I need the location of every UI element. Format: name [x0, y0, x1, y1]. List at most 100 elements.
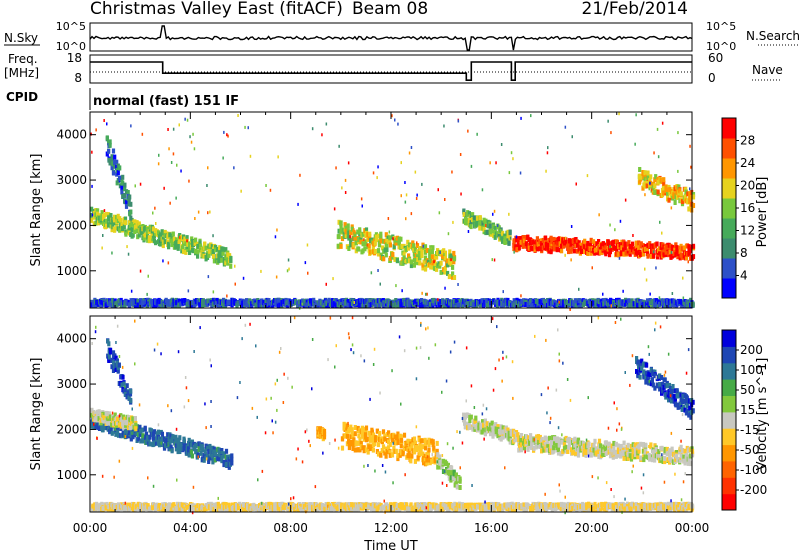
echo-cell [144, 434, 148, 440]
noise-speck [520, 294, 522, 298]
echo-cell [133, 219, 137, 225]
echo-cell [218, 448, 222, 454]
echo-cell [373, 441, 377, 447]
echo-cell [524, 439, 528, 445]
echo-cell [230, 453, 234, 459]
echo-cell [235, 303, 239, 308]
echo-cell [180, 245, 184, 251]
echo-cell [129, 398, 133, 404]
echo-cell [118, 165, 122, 171]
noise-speck [614, 228, 616, 232]
echo-cell [670, 398, 674, 404]
noise-speck [452, 220, 454, 224]
echo-cell [452, 471, 456, 477]
noise-speck [564, 253, 566, 257]
noise-speck [618, 256, 621, 260]
echo-cell [116, 170, 120, 176]
echo-cell [512, 238, 516, 244]
y-tick-label: 2000 [56, 218, 87, 232]
echo-cell [423, 266, 428, 272]
echo-cell [602, 298, 606, 304]
echo-cell [638, 167, 642, 172]
echo-cell [178, 233, 182, 238]
echo-cell [368, 437, 372, 443]
echo-cell [110, 165, 114, 171]
echo-cell [593, 438, 597, 444]
echo-cell [373, 240, 377, 246]
noise-speck [656, 127, 659, 131]
echo-cell [438, 460, 442, 466]
echo-cell [351, 433, 355, 439]
echo-cell [187, 446, 191, 452]
echo-cell [415, 253, 420, 259]
echo-cell [208, 455, 212, 461]
echo-cell [656, 189, 660, 195]
echo-cell [676, 251, 680, 256]
noise-speck [635, 113, 637, 117]
noise-speck [564, 125, 567, 129]
echo-cell [568, 440, 572, 446]
echo-cell [411, 440, 415, 446]
noise-speck [274, 235, 277, 239]
echo-cell [359, 441, 363, 446]
echo-cell [691, 243, 696, 249]
echo-cell [655, 254, 660, 260]
echo-cell [177, 442, 181, 448]
echo-cell [208, 443, 212, 449]
echo-cell [535, 246, 539, 252]
echo-cell [353, 236, 357, 242]
echo-cell [658, 250, 662, 256]
echo-cell [90, 212, 94, 218]
noise-speck [176, 163, 178, 167]
noise-speck [652, 250, 655, 254]
noise-speck [287, 258, 290, 262]
echo-cell [604, 440, 608, 446]
echo-cell [573, 436, 577, 442]
echo-cell [410, 443, 414, 449]
echo-cell [644, 448, 648, 454]
echo-cell [212, 258, 216, 264]
echo-cell [663, 459, 667, 465]
echo-cell [139, 438, 143, 444]
noise-speck [333, 207, 336, 211]
echo-cell [622, 251, 626, 257]
noise-speck [397, 122, 399, 126]
echo-cell [552, 448, 556, 453]
echo-cell [349, 434, 353, 440]
echo-cell [515, 300, 519, 306]
echo-cell [347, 246, 351, 251]
noise-speck [644, 267, 646, 271]
echo-cell [531, 298, 535, 304]
echo-cell [524, 434, 528, 440]
echo-cell [612, 440, 616, 446]
echo-cell [260, 299, 264, 305]
echo-cell [452, 275, 457, 280]
noise-speck [347, 161, 350, 165]
echo-cell [363, 431, 368, 437]
echo-cell [478, 215, 482, 221]
noise-speck [155, 222, 157, 225]
echo-cell [201, 300, 205, 306]
echo-cell [422, 259, 426, 265]
noise-speck [130, 289, 133, 293]
echo-cell [643, 183, 647, 189]
echo-cell [155, 436, 159, 442]
echo-cell [156, 429, 160, 435]
echo-cell [123, 186, 127, 192]
echo-cell [337, 219, 341, 225]
echo-cell [659, 242, 663, 248]
echo-cell [123, 387, 127, 393]
echo-cell [664, 188, 668, 194]
echo-cell [320, 433, 324, 438]
noise-speck [648, 187, 650, 191]
echo-cell [174, 244, 178, 250]
echo-cell [574, 298, 578, 304]
echo-cell [589, 250, 593, 256]
echo-cell [243, 299, 247, 305]
echo-cell [449, 261, 453, 267]
echo-cell [413, 246, 418, 252]
echo-cell [118, 176, 122, 182]
noise-speck [457, 119, 460, 123]
echo-cell [224, 260, 228, 266]
echo-cell [568, 437, 572, 442]
